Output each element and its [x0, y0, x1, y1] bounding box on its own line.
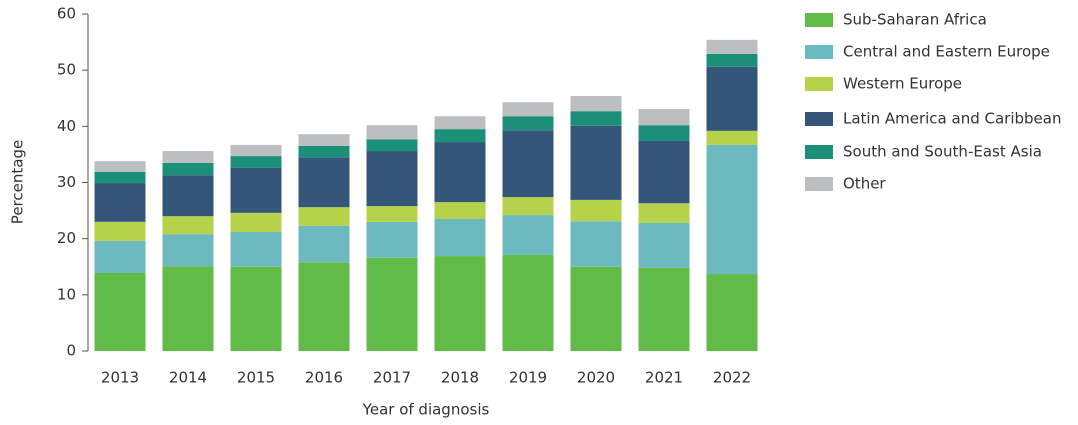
bar-segment: [502, 116, 554, 131]
bar-segment: [366, 151, 418, 207]
bar-segment: [230, 156, 282, 168]
bar-segment: [502, 215, 554, 255]
bar-segment: [638, 222, 690, 268]
y-tick-label: 0: [66, 342, 76, 360]
bar-segment: [434, 219, 486, 257]
bar-segment: [94, 221, 146, 241]
x-tick-label: 2017: [373, 369, 411, 387]
bar-segment: [162, 216, 214, 235]
bar-segment: [162, 162, 214, 176]
bar-segment: [706, 66, 758, 131]
bar-segment: [366, 257, 418, 351]
bar-segment: [434, 129, 486, 143]
legend-label: South and South-East Asia: [843, 143, 1042, 161]
legend-swatch: [805, 112, 833, 126]
y-tick-label: 30: [57, 173, 76, 191]
x-tick-label: 2019: [509, 369, 547, 387]
bar-segment: [298, 207, 350, 226]
bar-segment: [94, 161, 146, 172]
bar-segment: [230, 144, 282, 157]
x-tick-label: 2018: [441, 369, 479, 387]
bar-segment: [298, 134, 350, 146]
bar-segment: [230, 212, 282, 232]
bar-segment: [570, 96, 622, 112]
x-tick-label: 2021: [645, 369, 683, 387]
bar-segment: [94, 240, 146, 273]
bar-segment: [502, 102, 554, 117]
bar-segment: [570, 221, 622, 267]
bar-segment: [366, 139, 418, 152]
bar-segment: [298, 157, 350, 208]
bar-segment: [502, 197, 554, 216]
legend-label: Western Europe: [843, 75, 962, 93]
bar-segment: [162, 266, 214, 351]
x-tick-label: 2014: [169, 369, 207, 387]
x-tick-label: 2020: [577, 369, 615, 387]
bar-segment: [502, 254, 554, 351]
bar-segment: [638, 140, 690, 204]
bar-segment: [638, 267, 690, 351]
legend-label: Other: [843, 175, 886, 193]
legend-label: Sub-Saharan Africa: [843, 11, 987, 29]
y-tick-label: 40: [57, 117, 76, 135]
bar-segment: [162, 175, 214, 217]
bar-segment: [502, 130, 554, 198]
bar-segment: [94, 183, 146, 222]
bar-segment: [94, 171, 146, 184]
bar-segment: [162, 151, 214, 163]
bar-segment: [230, 167, 282, 213]
y-tick-label: 60: [57, 5, 76, 23]
y-tick-label: 20: [57, 229, 76, 247]
bar-segment: [706, 274, 758, 351]
bar-segment: [230, 266, 282, 351]
bar-segment: [434, 202, 486, 220]
bar-segment: [570, 199, 622, 222]
bar-segment: [638, 125, 690, 141]
bar-segment: [706, 144, 758, 275]
x-tick-label: 2022: [713, 369, 751, 387]
bar-segment: [298, 225, 350, 263]
legend-swatch: [805, 13, 833, 27]
legend-swatch: [805, 45, 833, 59]
bar-segment: [162, 234, 214, 267]
bar-segment: [706, 53, 758, 67]
bar-segment: [638, 203, 690, 223]
bar-segment: [298, 262, 350, 351]
bar-segment: [570, 111, 622, 126]
legend-swatch: [805, 145, 833, 159]
bar-segment: [434, 142, 486, 203]
bar-segment: [570, 125, 622, 200]
x-axis-label: Year of diagnosis: [362, 401, 490, 419]
bar-segment: [706, 130, 758, 145]
bar-segment: [434, 116, 486, 130]
bar-segment: [570, 266, 622, 351]
bar-segment: [366, 125, 418, 140]
bar-segment: [298, 145, 350, 158]
legend-label: Latin America and Caribbean: [843, 110, 1061, 128]
bar-segment: [366, 206, 418, 222]
x-tick-label: 2015: [237, 369, 275, 387]
bar-segment: [638, 108, 690, 126]
bar-segment: [230, 231, 282, 267]
bar-segment: [706, 39, 758, 54]
legend-label: Central and Eastern Europe: [843, 43, 1050, 61]
bar-segment: [366, 221, 418, 258]
bar-segment: [434, 256, 486, 351]
legend-swatch: [805, 77, 833, 91]
y-tick-label: 50: [57, 61, 76, 79]
x-tick-label: 2013: [101, 369, 139, 387]
legend-swatch: [805, 177, 833, 191]
x-tick-label: 2016: [305, 369, 343, 387]
bar-segment: [94, 272, 146, 351]
y-tick-label: 10: [57, 285, 76, 303]
y-axis-label: Percentage: [9, 140, 27, 224]
